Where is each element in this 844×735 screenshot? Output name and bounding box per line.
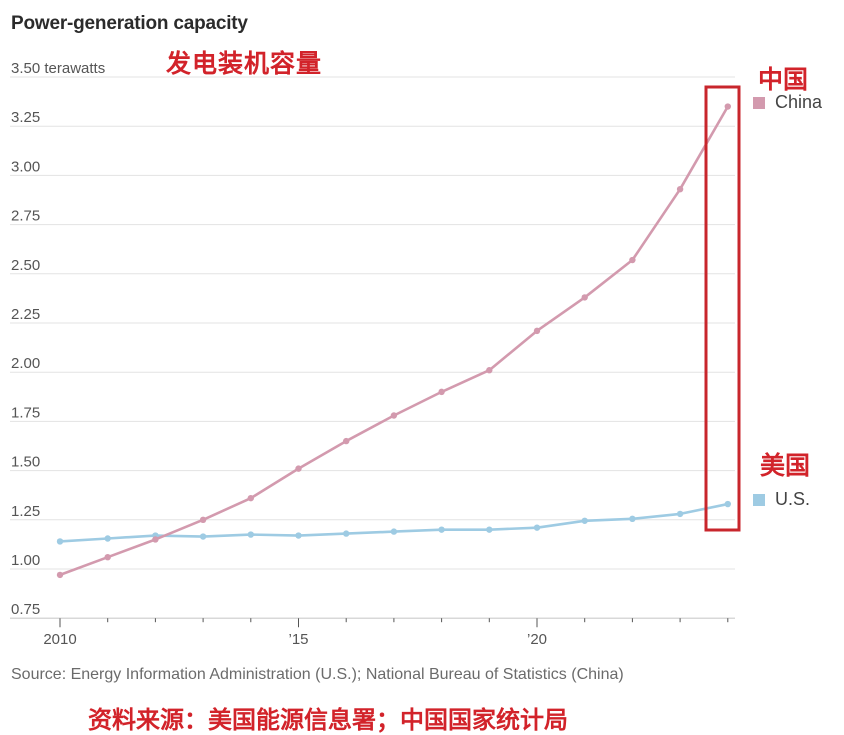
data-point xyxy=(629,256,636,264)
x-axis-tick-label: ’15 xyxy=(288,631,308,648)
china-label-chinese: 中国 xyxy=(758,65,809,94)
y-axis-tick-label: 2.25 xyxy=(11,306,40,323)
data-point xyxy=(247,494,254,502)
y-axis-tick-label: 1.50 xyxy=(11,454,40,471)
chart-title-chinese: 发电装机容量 xyxy=(166,49,323,78)
data-point xyxy=(247,531,254,538)
y-axis-tick-label: 1.00 xyxy=(11,552,40,569)
data-point xyxy=(390,528,398,535)
data-point xyxy=(724,500,731,508)
legend-label-us: U.S. xyxy=(775,489,811,509)
y-axis-tick-label: 3.25 xyxy=(11,109,40,126)
y-axis-tick-label: 2.00 xyxy=(11,355,40,372)
data-point xyxy=(581,517,588,524)
legend-item-us: U.S. xyxy=(753,489,810,510)
legend-item-china: China xyxy=(753,92,822,113)
highlight-box xyxy=(704,85,741,532)
data-point xyxy=(676,510,684,518)
x-axis-tick-label: ’20 xyxy=(527,631,547,648)
source-note: Source: Energy Information Administratio… xyxy=(11,666,624,683)
y-axis-tick-label: 2.75 xyxy=(11,208,40,225)
data-point xyxy=(56,538,64,545)
data-point xyxy=(438,388,445,396)
y-axis-tick-label: 1.25 xyxy=(11,503,40,520)
data-point xyxy=(152,536,159,543)
series-line-china xyxy=(59,105,729,577)
y-axis-tick-label: 3.50 terawatts xyxy=(11,60,105,77)
data-point xyxy=(724,103,731,110)
y-axis-tick-label: 1.75 xyxy=(11,404,40,421)
data-point xyxy=(295,532,302,539)
data-point xyxy=(295,465,302,472)
data-point xyxy=(486,526,493,533)
series-line-us xyxy=(59,502,729,543)
legend-label-china: China xyxy=(775,92,823,112)
data-point xyxy=(104,553,111,561)
data-point xyxy=(629,515,636,523)
data-point xyxy=(486,367,493,374)
y-axis-tick-label: 0.75 xyxy=(11,601,40,618)
y-axis-tick-label: 2.50 xyxy=(11,257,40,274)
data-point xyxy=(533,524,541,531)
y-axis-tick-label: 3.00 xyxy=(11,158,40,175)
data-point xyxy=(676,185,684,193)
line-chart: 3.50 terawatts 3.25 3.00 2.75 2.50 2.25 2.00 1.… xyxy=(10,60,741,648)
us-label-chinese: 美国 xyxy=(760,451,811,480)
data-point xyxy=(104,535,111,542)
data-point xyxy=(343,530,350,537)
data-point xyxy=(199,516,207,523)
chart-title: Power-generation capacity xyxy=(11,13,248,34)
data-point xyxy=(581,294,588,301)
china-swatch-icon xyxy=(753,96,765,109)
x-axis-tick-label: 2010 xyxy=(43,631,76,648)
data-point xyxy=(199,533,207,540)
source-note-chinese: 资料来源：美国能源信息署；中国国家统计局 xyxy=(88,706,568,734)
us-swatch-icon xyxy=(753,493,765,506)
data-point xyxy=(390,412,398,419)
data-point xyxy=(343,437,350,445)
data-point xyxy=(438,526,445,533)
data-point xyxy=(56,571,64,579)
data-point xyxy=(533,327,541,335)
